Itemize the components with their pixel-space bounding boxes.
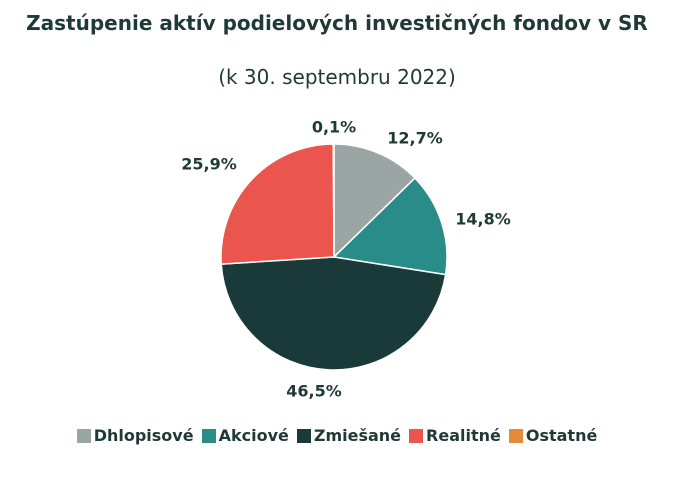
pie-slice-dhlopisové — [333, 143, 416, 259]
slice-label-zmiešané: 46,5% — [286, 382, 342, 401]
pie-slice-realitné — [220, 143, 335, 265]
pie-slice-ostatné — [332, 143, 335, 258]
slice-label-dhlopisové: 12,7% — [387, 129, 443, 148]
legend-item-akciové: Akciové — [201, 426, 289, 445]
legend-swatch — [296, 428, 311, 443]
legend-swatch — [508, 428, 523, 443]
legend-label: Zmiešané — [313, 426, 402, 445]
legend-item-dhlopisové: Dhlopisové — [76, 426, 194, 445]
legend-item-zmiešané: Zmiešané — [296, 426, 402, 445]
legend-label: Dhlopisové — [93, 426, 194, 445]
slice-label-akciové: 14,8% — [455, 210, 511, 229]
pie-slice-akciové — [332, 177, 448, 276]
legend-swatch — [76, 428, 91, 443]
legend-item-ostatné: Ostatné — [508, 426, 598, 445]
chart-title: Zastúpenie aktív podielových investičnýc… — [26, 11, 648, 35]
legend-swatch — [201, 428, 216, 443]
chart-subtitle: (k 30. septembru 2022) — [218, 65, 456, 89]
slice-label-ostatné: 0,1% — [312, 118, 356, 137]
legend-label: Realitné — [426, 426, 501, 445]
legend-label: Akciové — [218, 426, 289, 445]
legend-item-realitné: Realitné — [409, 426, 501, 445]
chart-legend: Dhlopisové Akciové Zmiešané Realitné Ostatné — [0, 426, 674, 445]
legend-label: Ostatné — [525, 426, 598, 445]
slice-label-realitné: 25,9% — [181, 155, 237, 174]
legend-swatch — [409, 428, 424, 443]
pie-slice-zmiešané — [220, 256, 447, 371]
